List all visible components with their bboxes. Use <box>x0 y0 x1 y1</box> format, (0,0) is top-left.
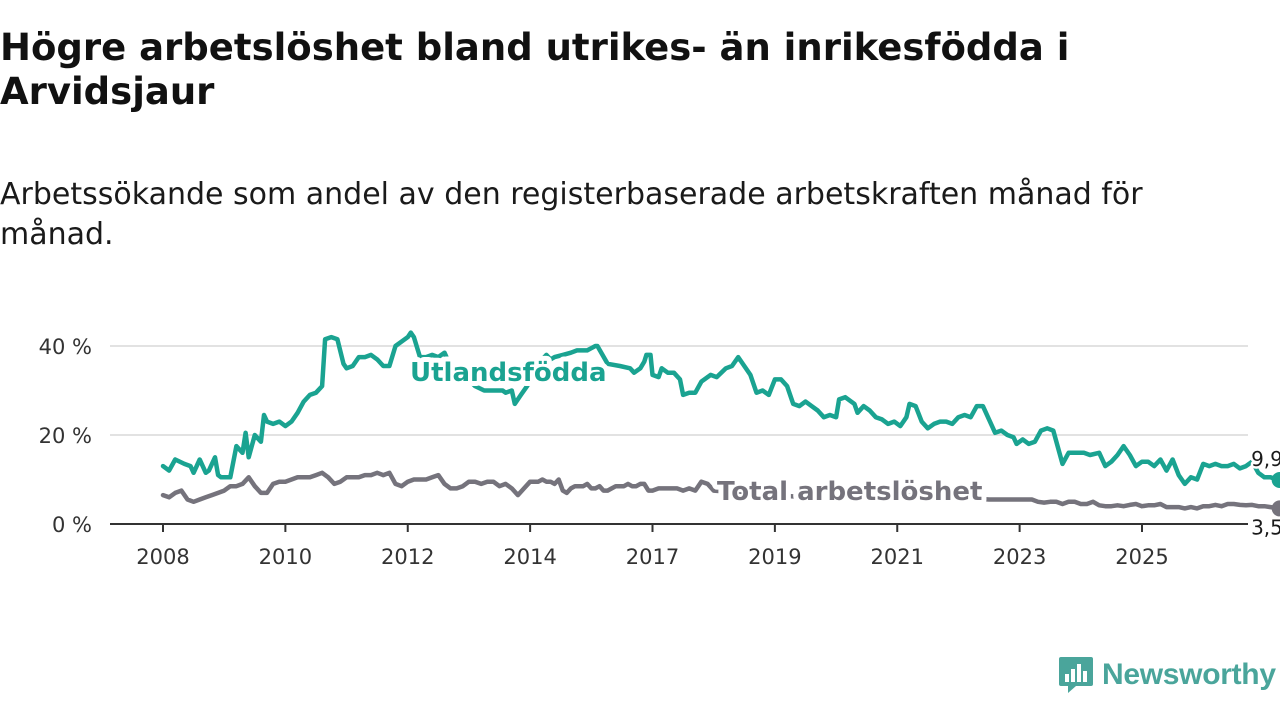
bar-chart-logo-icon <box>1059 657 1093 693</box>
x-tick-label: 2023 <box>993 545 1046 569</box>
series-line-utlandsfodda <box>160 330 1280 487</box>
gridlines <box>110 345 1248 525</box>
series-label-halo: Total arbetslöshet <box>717 477 982 507</box>
y-tick-label: 20 % <box>39 424 92 448</box>
x-tick-label: 2012 <box>381 545 434 569</box>
x-tick-label: 2014 <box>503 545 556 569</box>
end-point-total <box>1271 500 1280 517</box>
chart-title: Högre arbetslöshet bland utrikes- än inr… <box>0 26 1070 113</box>
series-label-halo: Utlandsfödda <box>410 358 607 388</box>
series-lines <box>160 330 1280 511</box>
y-tick-label: 0 % <box>52 513 92 537</box>
end-label-halo: 9,9 % <box>1251 447 1280 471</box>
newsworthy-logo: Newsworthy <box>1058 654 1276 696</box>
x-axis-ticks: 2008 2010 2012 2014 2017 2019 2021 2023 2025 <box>136 524 1169 569</box>
brand-name: Newsworthy <box>1102 658 1276 691</box>
x-tick-label: 2025 <box>1115 545 1168 569</box>
end-point-utlandsfodda <box>1271 471 1280 488</box>
end-value-label: 3,5 % <box>1251 515 1280 539</box>
x-tick-label: 2017 <box>626 545 679 569</box>
series-label-utlandsfodda: Utlandsfödda <box>410 358 607 388</box>
y-axis-ticks: 0 % 20 % 40 % <box>39 335 92 537</box>
chart-subtitle: Arbetssökande som andel av den registerb… <box>0 177 1143 252</box>
x-tick-label: 2019 <box>748 545 801 569</box>
x-tick-label: 2008 <box>136 545 189 569</box>
series-line-total <box>160 470 1280 511</box>
x-tick-label: 2010 <box>259 545 312 569</box>
line-chart: 0 % 20 % 40 % 2008 2010 2012 2014 2017 2019 2021… <box>39 330 1280 569</box>
end-label-halo: 3,5 % <box>1251 515 1280 539</box>
y-tick-label: 40 % <box>39 335 92 359</box>
end-value-label: 9,9 % <box>1251 447 1280 471</box>
series-label-total: Total arbetslöshet <box>717 477 982 507</box>
x-tick-label: 2021 <box>871 545 924 569</box>
